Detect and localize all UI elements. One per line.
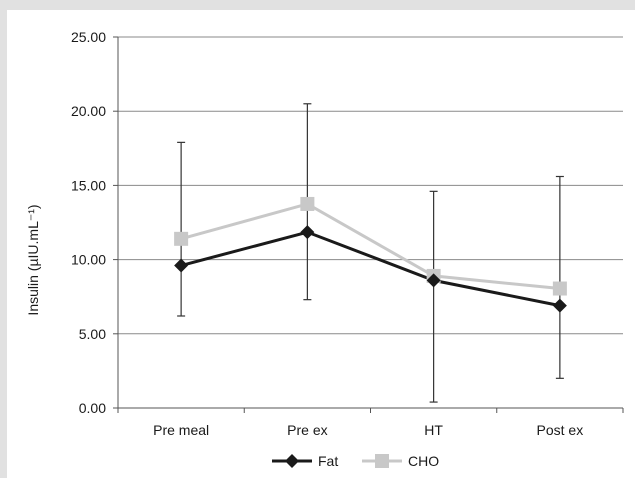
data-point-cho [174, 231, 189, 246]
y-tick-label: 20.00 [71, 103, 106, 119]
y-tick-labels: 0.00 5.00 10.00 15.00 20.00 25.00 [71, 29, 106, 416]
data-point-fat [552, 298, 567, 313]
legend: Fat CHO [272, 453, 439, 469]
legend-marker-fat [285, 454, 299, 468]
data-point-fat [174, 258, 189, 273]
x-tick-label: Pre ex [287, 422, 327, 438]
series-line-cho [180, 202, 561, 291]
data-point-fat [426, 273, 441, 288]
chart-panel [7, 10, 635, 478]
x-tick-label: HT [424, 422, 443, 438]
legend-marker-cho [375, 454, 389, 468]
axes [113, 36, 624, 413]
y-tick-label: 10.00 [71, 252, 106, 268]
data-point-fat [300, 225, 315, 240]
series-markers [174, 196, 567, 313]
x-tick-labels: Pre meal Pre ex HT Post ex [153, 422, 583, 438]
error-bars [177, 103, 564, 403]
legend-label-fat: Fat [318, 453, 338, 469]
y-tick-label: 0.00 [79, 400, 106, 416]
y-tick-label: 25.00 [71, 29, 106, 45]
legend-label-cho: CHO [408, 453, 439, 469]
data-point-cho [552, 281, 567, 296]
series-lines [180, 202, 561, 308]
grid-lines [118, 36, 623, 335]
y-tick-label: 5.00 [79, 326, 106, 342]
y-tick-label: 15.00 [71, 177, 106, 193]
series-line-fat [180, 230, 561, 308]
x-tick-label: Pre meal [153, 422, 209, 438]
x-tick-label: Post ex [537, 422, 584, 438]
y-axis-label: Insulin (µIU.mL⁻¹) [25, 204, 41, 315]
data-point-cho [300, 196, 315, 211]
